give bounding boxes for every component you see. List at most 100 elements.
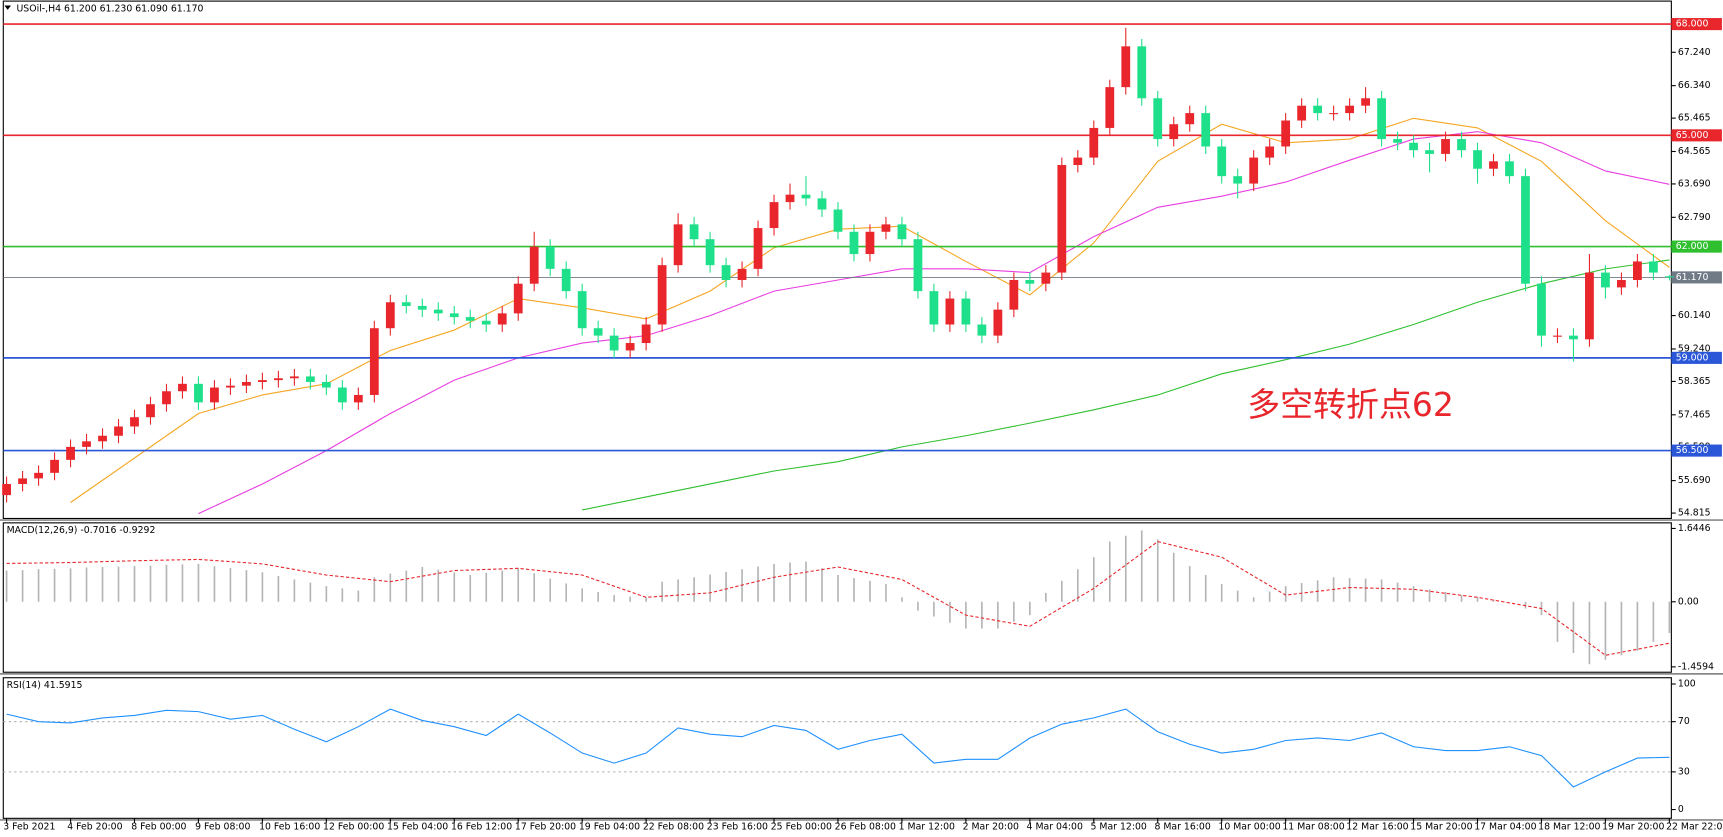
x-tick-label: 23 Feb 16:00 xyxy=(707,822,768,833)
candle-body xyxy=(114,426,123,436)
candle-body xyxy=(1217,146,1227,177)
candle-body xyxy=(242,381,251,386)
candle-body xyxy=(1473,150,1482,169)
candle-body xyxy=(385,302,395,329)
rsi-line xyxy=(6,708,1670,788)
candle-body xyxy=(1249,157,1259,184)
candle-body xyxy=(1553,335,1562,337)
y-tick-label: 57.465 xyxy=(1678,409,1711,420)
candle-body xyxy=(1313,105,1323,114)
candle-body xyxy=(66,446,75,460)
candle-body xyxy=(641,324,651,344)
x-tick-label: 1 Mar 12:00 xyxy=(899,822,955,833)
candle-body xyxy=(609,335,619,351)
y-tick-label: 54.815 xyxy=(1678,508,1711,519)
y-tick-label: 0 xyxy=(1678,804,1684,815)
candle-body xyxy=(545,246,555,269)
menu-arrow[interactable] xyxy=(4,5,11,10)
x-tick-label: 9 Feb 08:00 xyxy=(195,822,250,833)
candle-body xyxy=(625,343,635,351)
candle-body xyxy=(337,387,347,403)
x-tick-label: 4 Mar 04:00 xyxy=(1027,822,1083,833)
candle-body xyxy=(881,224,891,232)
candle-body xyxy=(1073,157,1083,166)
level-label-box xyxy=(1671,351,1722,364)
candle-body xyxy=(1281,120,1291,147)
chart-title: USOil-,H4 61.200 61.230 61.090 61.170 xyxy=(16,3,203,14)
level-label-box xyxy=(1671,240,1722,253)
y-tick-label: 30 xyxy=(1678,766,1690,777)
candle-body xyxy=(593,328,603,336)
x-tick-label: 25 Feb 00:00 xyxy=(771,822,832,833)
candle-body xyxy=(162,391,171,405)
candle-body xyxy=(897,224,907,240)
x-tick-label: 10 Feb 16:00 xyxy=(259,822,320,833)
level-label-box xyxy=(1671,18,1722,31)
candle-body xyxy=(258,380,267,382)
candle-body xyxy=(1601,272,1610,288)
candle-body xyxy=(98,435,107,442)
candle-body xyxy=(913,239,923,292)
candle-body xyxy=(1009,279,1019,310)
candle-body xyxy=(497,313,507,325)
candle-body xyxy=(1393,139,1402,143)
x-tick-label: 11 Mar 08:00 xyxy=(1282,822,1344,833)
candle-body xyxy=(1297,105,1307,121)
candle-body xyxy=(289,376,299,379)
rsi-title: RSI(14) 41.5915 xyxy=(7,680,83,691)
candle-body xyxy=(1345,105,1355,114)
y-tick-label: 63.690 xyxy=(1678,178,1711,189)
candle-body xyxy=(401,302,411,306)
candle-body xyxy=(865,231,875,255)
x-tick-label: 3 Feb 2021 xyxy=(3,822,55,833)
candle-body xyxy=(178,383,187,392)
moving-average xyxy=(198,131,1670,515)
candle-body xyxy=(785,194,795,203)
candle-body xyxy=(194,383,203,403)
candle-body xyxy=(449,313,459,318)
x-tick-label: 26 Feb 08:00 xyxy=(835,822,896,833)
candle-body xyxy=(1105,87,1115,128)
candle-body xyxy=(1409,142,1418,151)
candle-body xyxy=(1664,276,1674,278)
level-label: 68.000 xyxy=(1676,19,1709,30)
level-label-box xyxy=(1671,129,1722,142)
y-tick-label: 1.6446 xyxy=(1678,523,1711,534)
candle-body xyxy=(50,459,59,473)
candle-body xyxy=(1425,150,1434,154)
panel-frame xyxy=(2,677,1672,819)
x-tick-label: 22 Mar 22:00 xyxy=(1666,822,1723,833)
candle-body xyxy=(1153,98,1163,140)
candle-body xyxy=(993,309,1003,336)
candle-body xyxy=(1537,283,1546,336)
x-tick-label: 17 Feb 20:00 xyxy=(515,822,576,833)
candle-body xyxy=(146,404,155,418)
macd-signal xyxy=(6,540,1670,656)
level-label: 56.500 xyxy=(1676,445,1709,456)
x-tick-label: 8 Feb 00:00 xyxy=(131,822,186,833)
x-tick-label: 12 Mar 16:00 xyxy=(1346,822,1408,833)
candle-body xyxy=(82,441,91,447)
candle-body xyxy=(561,268,571,292)
y-tick-label: 64.565 xyxy=(1678,146,1711,157)
candle-body xyxy=(1329,113,1339,115)
candle-body xyxy=(1569,335,1578,340)
candle-body xyxy=(321,381,331,388)
candle-body xyxy=(1057,165,1067,273)
candle-body xyxy=(481,320,491,325)
candle-body xyxy=(929,291,939,325)
x-tick-label: 10 Mar 00:00 xyxy=(1218,822,1280,833)
candle-body xyxy=(1185,113,1195,125)
candle-body xyxy=(977,324,987,336)
y-tick-label: 58.365 xyxy=(1678,376,1711,387)
y-tick-label: 60.140 xyxy=(1678,310,1711,321)
candle-body xyxy=(369,328,379,395)
level-label-box xyxy=(1671,444,1722,457)
candle-body xyxy=(1617,279,1626,288)
y-tick-label: 62.790 xyxy=(1678,212,1711,223)
candle-body xyxy=(1025,279,1035,284)
x-tick-label: 18 Mar 12:00 xyxy=(1538,822,1600,833)
candle-body xyxy=(34,472,43,479)
panel-frame xyxy=(2,522,1672,673)
